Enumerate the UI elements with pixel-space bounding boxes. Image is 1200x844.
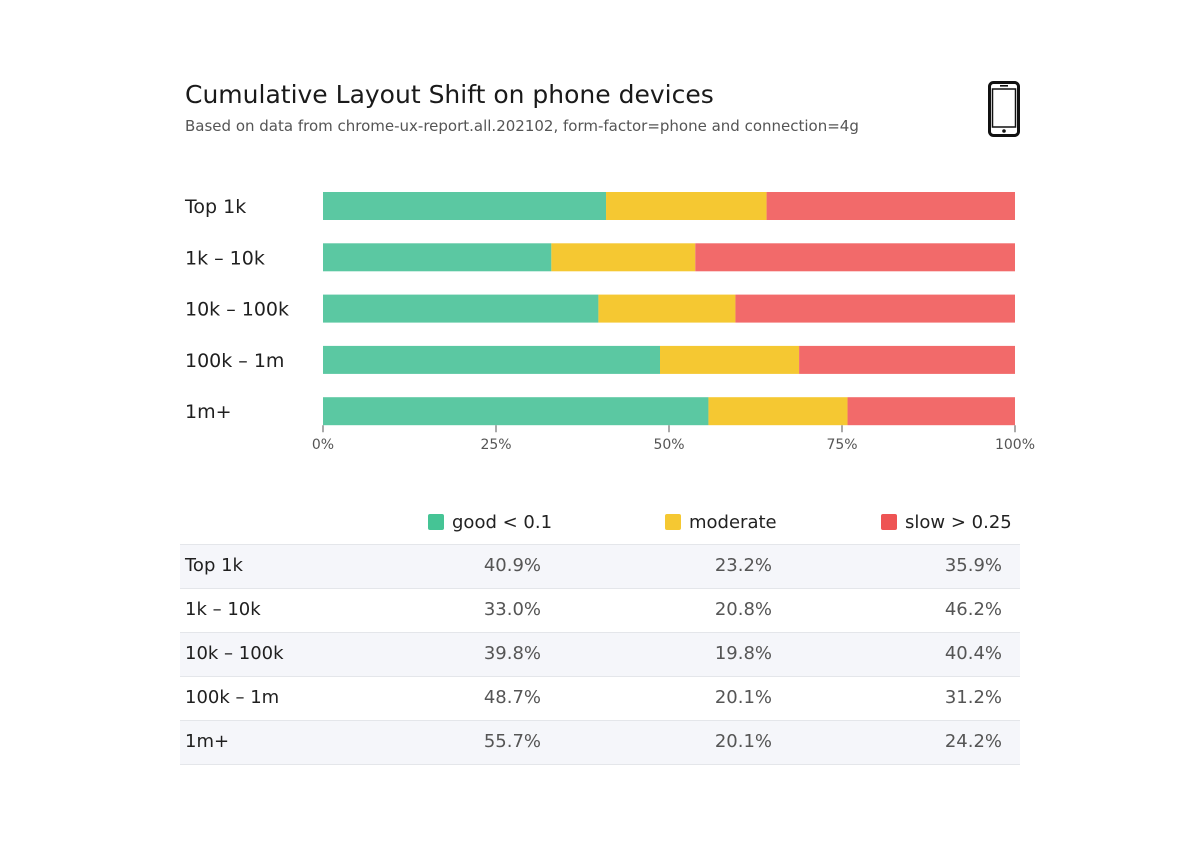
bar-segment-slow — [735, 294, 1015, 323]
table-cell-moderate: 20.8% — [714, 599, 772, 620]
x-tick-label: 50% — [653, 437, 684, 453]
table-cell-moderate: 23.2% — [714, 555, 772, 576]
legend-moderate: moderate — [665, 510, 777, 534]
bar-segment-good — [323, 243, 552, 272]
bar-segment-moderate — [598, 294, 736, 323]
x-tick-label: 100% — [995, 437, 1035, 453]
table-cell-good: 55.7% — [483, 731, 541, 752]
legend-slow: slow > 0.25 — [881, 510, 1012, 534]
category-label: 1m+ — [185, 401, 232, 423]
bar-segment-moderate — [551, 243, 696, 272]
chart-subtitle: Based on data from chrome-ux-report.all.… — [185, 117, 859, 135]
category-label: 1k – 10k — [185, 247, 265, 269]
bar-segment-slow — [847, 397, 1015, 426]
table-row: 10k – 100k 39.8% 19.8% 40.4% — [180, 632, 1020, 676]
bar-segment-slow — [799, 345, 1015, 374]
bar-segment-moderate — [606, 192, 767, 220]
bar-segment-good — [323, 397, 709, 426]
table-row-label: 1k – 10k — [185, 599, 261, 620]
legend-good-label: good < 0.1 — [452, 511, 553, 533]
phone-icon — [988, 81, 1020, 137]
category-label: 100k – 1m — [185, 350, 284, 372]
table-cell-slow: 40.4% — [944, 643, 1002, 664]
table-cell-good: 33.0% — [483, 599, 541, 620]
x-tick-label: 75% — [826, 437, 857, 453]
table-row-label: 1m+ — [185, 731, 230, 752]
legend-moderate-swatch — [665, 514, 681, 530]
table-cell-moderate: 20.1% — [714, 731, 772, 752]
table-cell-moderate: 20.1% — [714, 687, 772, 708]
table-row: 100k – 1m 48.7% 20.1% 31.2% — [180, 676, 1020, 720]
table-cell-good: 39.8% — [483, 643, 541, 664]
table-cell-good: 40.9% — [483, 555, 541, 576]
bar-segment-moderate — [708, 397, 848, 426]
stacked-bar-chart: Top 1k 1k – 10k 10k – 100k 100k – 1m 1m+ 0% 25… — [184, 192, 1035, 453]
bar-segment-slow — [695, 243, 1015, 272]
category-label: Top 1k — [184, 196, 246, 218]
table-cell-slow: 31.2% — [944, 687, 1002, 708]
data-table: Top 1k 40.9% 23.2% 35.9% 1k – 10k 33.0% … — [180, 544, 1020, 765]
x-tick-label: 25% — [480, 437, 511, 453]
legend-slow-label: slow > 0.25 — [905, 511, 1012, 533]
bar-segment-good — [323, 192, 607, 220]
table-row: 1k – 10k 33.0% 20.8% 46.2% — [180, 588, 1020, 632]
table-row: Top 1k 40.9% 23.2% 35.9% — [180, 544, 1020, 588]
table-row: 1m+ 55.7% 20.1% 24.2% — [180, 720, 1020, 765]
bar-segment-slow — [766, 192, 1015, 220]
table-cell-slow: 35.9% — [944, 555, 1002, 576]
category-label: 10k – 100k — [185, 299, 289, 321]
table-cell-slow: 46.2% — [944, 599, 1002, 620]
bar-segment-moderate — [660, 345, 800, 374]
table-row-label: 100k – 1m — [185, 687, 280, 708]
bar-segment-good — [323, 294, 599, 323]
legend-slow-swatch — [881, 514, 897, 530]
legend-good-swatch — [428, 514, 444, 530]
bar-segment-good — [323, 345, 661, 374]
chart-title: Cumulative Layout Shift on phone devices — [185, 80, 714, 109]
legend-moderate-label: moderate — [689, 511, 777, 533]
table-cell-moderate: 19.8% — [714, 643, 772, 664]
x-tick-label: 0% — [312, 437, 334, 453]
legend-good: good < 0.1 — [428, 510, 552, 534]
table-row-label: Top 1k — [185, 555, 243, 576]
table-cell-slow: 24.2% — [944, 731, 1002, 752]
table-cell-good: 48.7% — [483, 687, 541, 708]
table-row-label: 10k – 100k — [185, 643, 284, 664]
